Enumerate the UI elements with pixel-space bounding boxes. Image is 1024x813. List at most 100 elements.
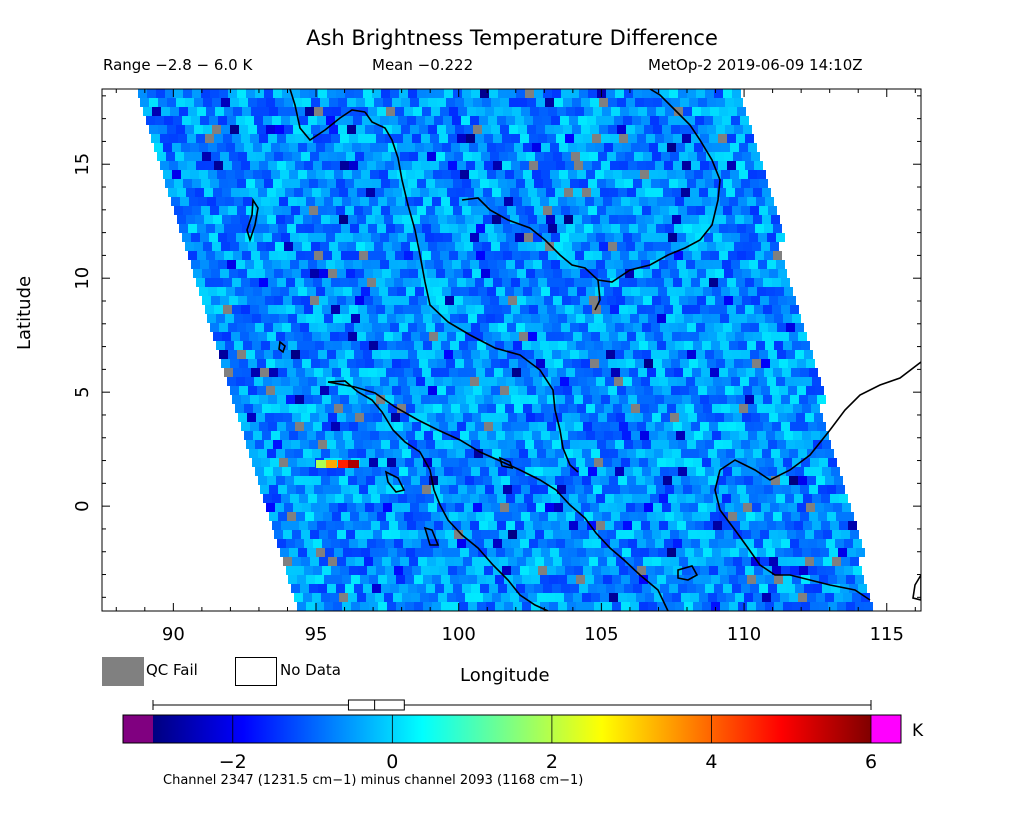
swath-pixel: [579, 467, 588, 476]
swath-pixel: [381, 89, 390, 98]
swath-pixel: [562, 413, 571, 422]
swath-pixel: [426, 584, 435, 593]
swath-pixel: [632, 260, 641, 269]
swath-pixel: [614, 521, 623, 530]
swath-pixel: [522, 341, 531, 350]
swath-pixel: [160, 134, 169, 143]
swath-pixel: [621, 575, 630, 584]
swath-pixel: [513, 314, 522, 323]
swath-pixel: [778, 413, 787, 422]
swath-pixel: [618, 449, 627, 458]
swath-pixel: [752, 242, 761, 251]
swath-pixel: [428, 125, 437, 134]
swath-pixel: [383, 98, 392, 107]
swath-pixel: [430, 395, 439, 404]
swath-pixel: [365, 98, 374, 107]
swath-pixel: [655, 422, 664, 431]
swath-pixel: [631, 548, 640, 557]
swath-pixel: [523, 143, 532, 152]
swath-pixel: [747, 314, 756, 323]
swath-pixel: [453, 206, 462, 215]
swath-pixel: [334, 143, 343, 152]
swath-pixel: [327, 323, 336, 332]
swath-pixel: [264, 467, 273, 476]
swath-pixel: [261, 458, 270, 467]
swath-pixel: [765, 197, 774, 206]
swath-pixel: [252, 314, 261, 323]
swath-pixel: [565, 161, 574, 170]
swath-pixel: [333, 314, 342, 323]
swath-pixel: [777, 584, 786, 593]
swath-pixel: [567, 575, 576, 584]
swath-pixel: [320, 98, 329, 107]
swath-pixel: [647, 368, 656, 377]
swath-pixel: [656, 368, 665, 377]
swath-pixel: [768, 206, 777, 215]
swath-pixel: [538, 161, 547, 170]
swath-pixel: [531, 341, 540, 350]
swath-pixel: [230, 125, 239, 134]
swath-pixel: [520, 395, 529, 404]
swath-pixel: [336, 89, 345, 98]
swath-pixel: [746, 251, 755, 260]
swath-pixel: [775, 431, 784, 440]
swath-pixel: [313, 395, 322, 404]
swath-pixel: [347, 242, 356, 251]
swath-pixel: [367, 134, 376, 143]
swath-pixel: [569, 116, 578, 125]
swath-pixel: [334, 287, 343, 296]
swath-pixel: [746, 512, 755, 521]
swath-pixel: [745, 539, 754, 548]
swath-pixel: [733, 296, 742, 305]
swath-pixel: [564, 215, 573, 224]
swath-pixel: [588, 584, 597, 593]
swath-pixel: [704, 494, 713, 503]
swath-pixel: [525, 584, 534, 593]
swath-pixel: [306, 602, 315, 611]
swath-pixel: [568, 170, 577, 179]
swath-pixel: [724, 530, 733, 539]
swath-pixel: [737, 107, 746, 116]
swath-pixel: [687, 584, 696, 593]
swath-pixel: [691, 305, 700, 314]
swath-pixel: [621, 197, 630, 206]
swath-pixel: [512, 368, 521, 377]
swath-pixel: [406, 143, 415, 152]
swath-pixel: [327, 206, 336, 215]
swath-pixel: [809, 485, 818, 494]
swath-pixel: [764, 251, 773, 260]
swath-pixel: [307, 170, 316, 179]
swath-pixel: [604, 548, 613, 557]
swath-pixel: [735, 449, 744, 458]
swath-pixel: [676, 143, 685, 152]
swath-pixel: [771, 449, 780, 458]
swath-pixel: [296, 485, 305, 494]
swath-pixel: [596, 494, 605, 503]
swath-pixel: [515, 377, 524, 386]
swath-pixel: [420, 476, 429, 485]
swath-pixel: [369, 341, 378, 350]
swath-pixel: [459, 458, 468, 467]
swath-pixel: [584, 485, 593, 494]
swath-pixel: [461, 494, 470, 503]
swath-pixel: [283, 530, 292, 539]
swath-pixel: [661, 296, 670, 305]
swath-pixel: [745, 422, 754, 431]
swath-pixel: [784, 404, 793, 413]
swath-pixel: [552, 440, 561, 449]
swath-pixel: [433, 548, 442, 557]
swath-pixel: [257, 125, 266, 134]
swath-pixel: [573, 476, 582, 485]
swath-pixel: [700, 422, 709, 431]
swath-pixel: [627, 449, 636, 458]
swath-pixel: [499, 530, 508, 539]
swath-pixel: [357, 332, 366, 341]
swath-pixel: [344, 494, 353, 503]
swath-pixel: [364, 152, 373, 161]
swath-pixel: [600, 593, 609, 602]
swath-pixel: [645, 332, 654, 341]
swath-pixel: [822, 440, 831, 449]
swath-pixel: [322, 566, 331, 575]
swath-pixel: [508, 152, 517, 161]
